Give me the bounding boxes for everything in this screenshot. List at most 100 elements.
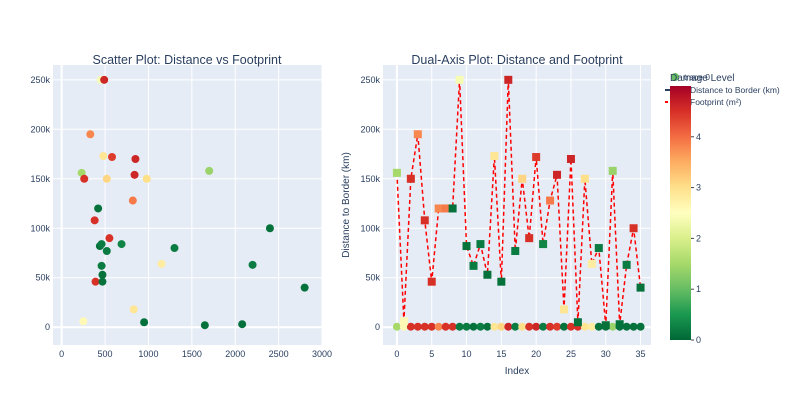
footprint-marker[interactable]: [469, 261, 478, 270]
scatter-point[interactable]: [265, 224, 274, 233]
scatter-point[interactable]: [157, 259, 166, 268]
footprint-marker[interactable]: [504, 75, 513, 84]
legend-item-trace-0[interactable]: trace 0: [671, 72, 710, 82]
distance-marker[interactable]: [629, 322, 638, 331]
footprint-marker[interactable]: [615, 320, 624, 329]
footprint-marker[interactable]: [420, 216, 429, 225]
scatter-point[interactable]: [105, 234, 114, 243]
distance-marker[interactable]: [636, 322, 645, 331]
scatter-point[interactable]: [102, 247, 111, 256]
distance-marker[interactable]: [525, 322, 534, 331]
distance-marker[interactable]: [518, 322, 527, 331]
distance-marker[interactable]: [553, 322, 562, 331]
footprint-marker[interactable]: [518, 174, 527, 183]
scatter-point[interactable]: [100, 75, 109, 84]
distance-marker[interactable]: [420, 322, 429, 331]
footprint-marker[interactable]: [532, 153, 541, 162]
scatter-point[interactable]: [129, 305, 138, 314]
distance-marker[interactable]: [413, 322, 422, 331]
distance-marker[interactable]: [594, 322, 603, 331]
footprint-marker[interactable]: [497, 277, 506, 286]
scatter-point[interactable]: [142, 174, 151, 183]
distance-marker[interactable]: [566, 322, 575, 331]
scatter-point[interactable]: [86, 130, 95, 139]
scatter-point[interactable]: [79, 317, 88, 326]
footprint-marker[interactable]: [573, 318, 582, 327]
scatter-point[interactable]: [117, 240, 126, 249]
footprint-marker[interactable]: [511, 247, 520, 256]
distance-marker[interactable]: [392, 322, 401, 331]
footprint-marker[interactable]: [413, 130, 422, 139]
distance-marker[interactable]: [580, 322, 589, 331]
footprint-marker[interactable]: [427, 277, 436, 286]
footprint-marker[interactable]: [462, 242, 471, 251]
footprint-marker[interactable]: [448, 204, 457, 213]
distance-marker[interactable]: [441, 322, 450, 331]
footprint-marker[interactable]: [392, 168, 401, 177]
footprint-marker[interactable]: [539, 240, 548, 249]
distance-marker[interactable]: [427, 322, 436, 331]
distance-marker[interactable]: [448, 322, 457, 331]
footprint-marker[interactable]: [525, 234, 534, 243]
footprint-marker[interactable]: [406, 174, 415, 183]
scatter-point[interactable]: [170, 244, 179, 253]
scatter-point[interactable]: [131, 154, 140, 163]
scatter-point[interactable]: [140, 318, 149, 327]
footprint-marker[interactable]: [476, 240, 485, 249]
footprint-marker[interactable]: [434, 204, 443, 213]
footprint-marker[interactable]: [546, 196, 555, 205]
footprint-marker[interactable]: [580, 174, 589, 183]
footprint-marker[interactable]: [490, 152, 499, 161]
scatter-point[interactable]: [90, 216, 99, 225]
distance-marker[interactable]: [434, 322, 443, 331]
footprint-marker[interactable]: [559, 305, 568, 314]
scatter-point[interactable]: [238, 320, 247, 329]
scatter-point[interactable]: [80, 174, 89, 183]
footprint-marker[interactable]: [455, 75, 464, 84]
distance-marker[interactable]: [462, 322, 471, 331]
scatter-point[interactable]: [91, 277, 100, 286]
scatter-point[interactable]: [248, 260, 257, 269]
scatter-point[interactable]: [300, 283, 309, 292]
scatter-point[interactable]: [98, 277, 107, 286]
distance-marker[interactable]: [559, 322, 568, 331]
distance-marker[interactable]: [539, 322, 548, 331]
footprint-marker[interactable]: [608, 166, 617, 175]
distance-marker[interactable]: [504, 322, 513, 331]
footprint-marker[interactable]: [629, 224, 638, 233]
distance-marker[interactable]: [476, 322, 485, 331]
footprint-marker[interactable]: [594, 244, 603, 253]
footprint-marker[interactable]: [636, 283, 645, 292]
scatter-point[interactable]: [98, 270, 107, 279]
distance-marker[interactable]: [455, 322, 464, 331]
distance-marker[interactable]: [587, 322, 596, 331]
footprint-marker[interactable]: [553, 170, 562, 179]
distance-marker[interactable]: [532, 322, 541, 331]
scatter-point[interactable]: [130, 170, 139, 179]
footprint-marker[interactable]: [587, 259, 596, 268]
scatter-point[interactable]: [205, 166, 214, 175]
scatter-point[interactable]: [97, 261, 106, 270]
distance-marker[interactable]: [546, 322, 555, 331]
scatter-point[interactable]: [94, 204, 103, 213]
distance-marker[interactable]: [622, 322, 631, 331]
distance-marker[interactable]: [406, 322, 415, 331]
distance-marker[interactable]: [511, 322, 520, 331]
footprint-marker[interactable]: [441, 204, 450, 213]
distance-marker[interactable]: [483, 322, 492, 331]
distance-marker[interactable]: [608, 322, 617, 331]
scatter-point[interactable]: [97, 240, 106, 249]
footprint-marker[interactable]: [622, 260, 631, 269]
distance-marker[interactable]: [469, 322, 478, 331]
distance-marker[interactable]: [497, 322, 506, 331]
scatter-point[interactable]: [102, 174, 111, 183]
footprint-marker[interactable]: [483, 270, 492, 279]
scatter-point[interactable]: [99, 152, 108, 161]
distance-marker[interactable]: [490, 322, 499, 331]
scatter-point[interactable]: [128, 196, 137, 205]
footprint-marker[interactable]: [399, 317, 408, 326]
scatter-point[interactable]: [108, 153, 117, 162]
footprint-marker[interactable]: [566, 154, 575, 163]
scatter-point[interactable]: [200, 321, 209, 330]
footprint-marker[interactable]: [601, 321, 610, 330]
